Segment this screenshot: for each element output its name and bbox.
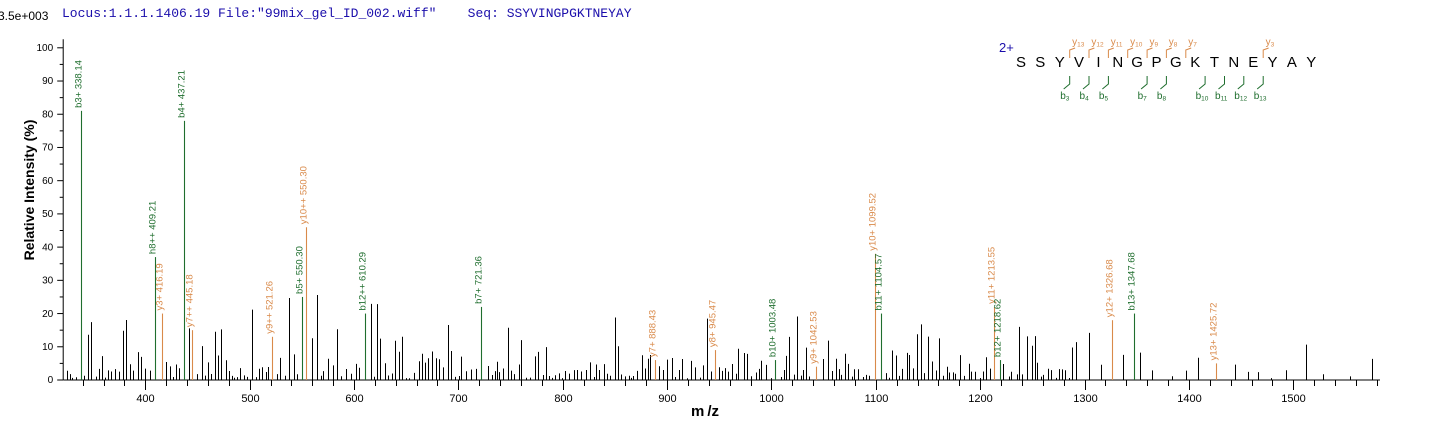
svg-text:S: S bbox=[1016, 54, 1026, 71]
svg-text:y3: y3 bbox=[1266, 37, 1275, 49]
svg-text:y9: y9 bbox=[1150, 37, 1159, 49]
svg-text:b8: b8 bbox=[1157, 91, 1167, 103]
svg-text:G: G bbox=[1131, 54, 1143, 71]
svg-text:I: I bbox=[1096, 54, 1100, 71]
svg-text:b4: b4 bbox=[1080, 91, 1090, 103]
svg-text:b13: b13 bbox=[1254, 91, 1267, 103]
svg-text:b7: b7 bbox=[1138, 91, 1148, 103]
svg-text:b10: b10 bbox=[1196, 91, 1209, 103]
svg-text:b5: b5 bbox=[1099, 91, 1109, 103]
svg-text:T: T bbox=[1210, 54, 1219, 71]
svg-text:y8: y8 bbox=[1169, 37, 1178, 49]
svg-text:N: N bbox=[1228, 54, 1239, 71]
svg-text:y13: y13 bbox=[1072, 37, 1085, 49]
svg-text:G: G bbox=[1170, 54, 1182, 71]
svg-text:P: P bbox=[1151, 54, 1161, 71]
svg-text:Y: Y bbox=[1055, 54, 1065, 71]
svg-text:A: A bbox=[1287, 54, 1297, 71]
svg-text:N: N bbox=[1112, 54, 1123, 71]
svg-text:S: S bbox=[1035, 54, 1045, 71]
svg-text:Y: Y bbox=[1306, 54, 1316, 71]
svg-text:b11: b11 bbox=[1215, 91, 1228, 103]
svg-text:y12: y12 bbox=[1091, 37, 1104, 49]
svg-text:2+: 2+ bbox=[999, 40, 1014, 55]
svg-text:y11: y11 bbox=[1111, 37, 1123, 49]
svg-text:E: E bbox=[1248, 54, 1258, 71]
svg-text:K: K bbox=[1190, 54, 1200, 71]
svg-text:b3: b3 bbox=[1060, 91, 1070, 103]
svg-text:V: V bbox=[1074, 54, 1084, 71]
svg-text:y10: y10 bbox=[1130, 37, 1143, 49]
svg-text:Y: Y bbox=[1267, 54, 1277, 71]
svg-text:b12: b12 bbox=[1234, 91, 1247, 103]
svg-text:y7: y7 bbox=[1188, 37, 1197, 49]
